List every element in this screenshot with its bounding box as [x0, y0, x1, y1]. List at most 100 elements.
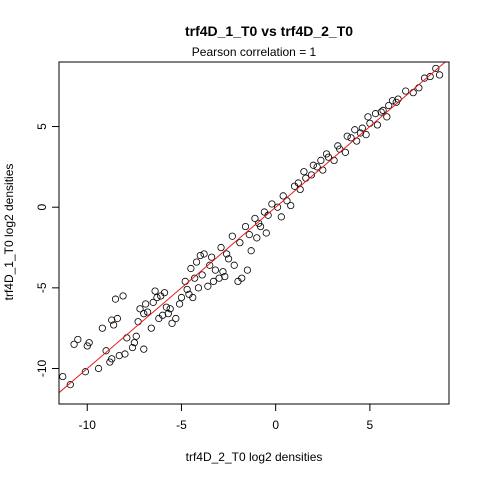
- data-point: [392, 98, 400, 106]
- data-point: [247, 247, 255, 255]
- data-point: [168, 319, 176, 327]
- data-point: [196, 251, 204, 260]
- data-point: [377, 108, 385, 116]
- data-point: [343, 132, 351, 140]
- x-tick-label: 0: [272, 418, 279, 432]
- y-axis: -10 -5 0 5: [35, 123, 59, 377]
- data-point: [206, 261, 214, 269]
- data-point: [358, 124, 366, 132]
- x-tick-label: 5: [367, 418, 374, 432]
- data-point: [241, 222, 250, 231]
- data-point: [140, 310, 148, 318]
- data-point: [243, 266, 252, 274]
- data-point: [81, 368, 89, 376]
- data-point: [147, 324, 155, 332]
- data-point: [185, 290, 193, 298]
- data-point: [388, 97, 397, 105]
- data-point: [121, 350, 129, 358]
- data-point: [136, 305, 144, 313]
- data-point: [356, 129, 365, 137]
- data-point: [172, 314, 180, 323]
- data-point: [215, 274, 223, 282]
- data-point: [228, 232, 236, 240]
- data-point: [273, 203, 282, 211]
- data-point: [149, 298, 157, 306]
- data-point: [106, 358, 114, 366]
- y-tick-label: -5: [35, 282, 49, 293]
- data-point: [132, 332, 140, 340]
- data-point: [177, 293, 186, 302]
- data-point: [234, 277, 242, 285]
- data-point: [341, 148, 349, 156]
- plot-frame: [58, 61, 450, 405]
- data-point: [319, 166, 327, 174]
- data-point: [379, 106, 387, 115]
- data-point: [115, 351, 123, 360]
- data-point: [151, 287, 159, 295]
- data-point: [307, 171, 316, 179]
- data-point: [362, 130, 370, 139]
- data-point: [245, 231, 253, 239]
- data-point: [181, 277, 189, 285]
- data-point: [194, 284, 203, 292]
- data-point: [113, 314, 122, 323]
- data-point: [287, 201, 295, 210]
- data-point: [164, 310, 172, 318]
- data-point: [351, 126, 359, 134]
- data-point: [268, 200, 276, 208]
- data-point: [224, 255, 233, 263]
- data-point: [208, 253, 216, 261]
- data-point: [74, 335, 82, 344]
- data-point: [313, 163, 321, 171]
- data-point: [264, 211, 272, 219]
- data-point: [366, 119, 374, 127]
- data-point: [140, 345, 148, 353]
- data-point: [162, 303, 170, 311]
- data-point: [364, 113, 372, 121]
- data-point: [223, 250, 231, 258]
- data-point: [426, 72, 434, 81]
- data-point: [111, 295, 120, 303]
- data-point: [253, 234, 261, 242]
- data-point: [383, 113, 391, 121]
- reference-line: [59, 62, 447, 394]
- data-point: [155, 314, 163, 323]
- data-point: [420, 74, 429, 82]
- data-point: [209, 277, 218, 285]
- y-tick-label: 0: [35, 204, 49, 211]
- data-point: [347, 134, 355, 142]
- data-point: [371, 110, 380, 118]
- data-point: [211, 266, 219, 274]
- data-point: [160, 289, 169, 297]
- data-point: [59, 372, 67, 381]
- chart-title: trf4D_1_T0 vs trf4D_2_T0: [185, 23, 353, 39]
- data-point: [123, 334, 131, 342]
- data-point: [153, 293, 161, 302]
- data-point: [277, 213, 285, 221]
- chart-subtitle: Pearson correlation = 1: [192, 45, 317, 59]
- data-point: [143, 308, 152, 316]
- data-point: [102, 347, 110, 355]
- data-point: [119, 292, 127, 300]
- data-point: [221, 272, 229, 281]
- data-point: [204, 282, 212, 290]
- data-point: [175, 300, 184, 308]
- data-point: [70, 340, 78, 348]
- data-point: [94, 364, 103, 373]
- data-point: [385, 101, 393, 110]
- data-point: [251, 214, 259, 223]
- y-tick-label: -10: [35, 360, 49, 378]
- data-point: [130, 339, 138, 347]
- data-point: [432, 64, 440, 73]
- data-point: [85, 339, 93, 347]
- y-axis-label: trf4D_1_T0 log2 densities: [2, 164, 16, 301]
- data-point: [309, 161, 317, 169]
- data-point: [236, 239, 244, 247]
- data-point: [402, 87, 410, 95]
- data-point: [317, 156, 325, 165]
- data-point: [187, 264, 195, 273]
- data-point: [230, 261, 238, 269]
- x-tick-label: -10: [79, 418, 97, 432]
- data-point: [262, 229, 270, 237]
